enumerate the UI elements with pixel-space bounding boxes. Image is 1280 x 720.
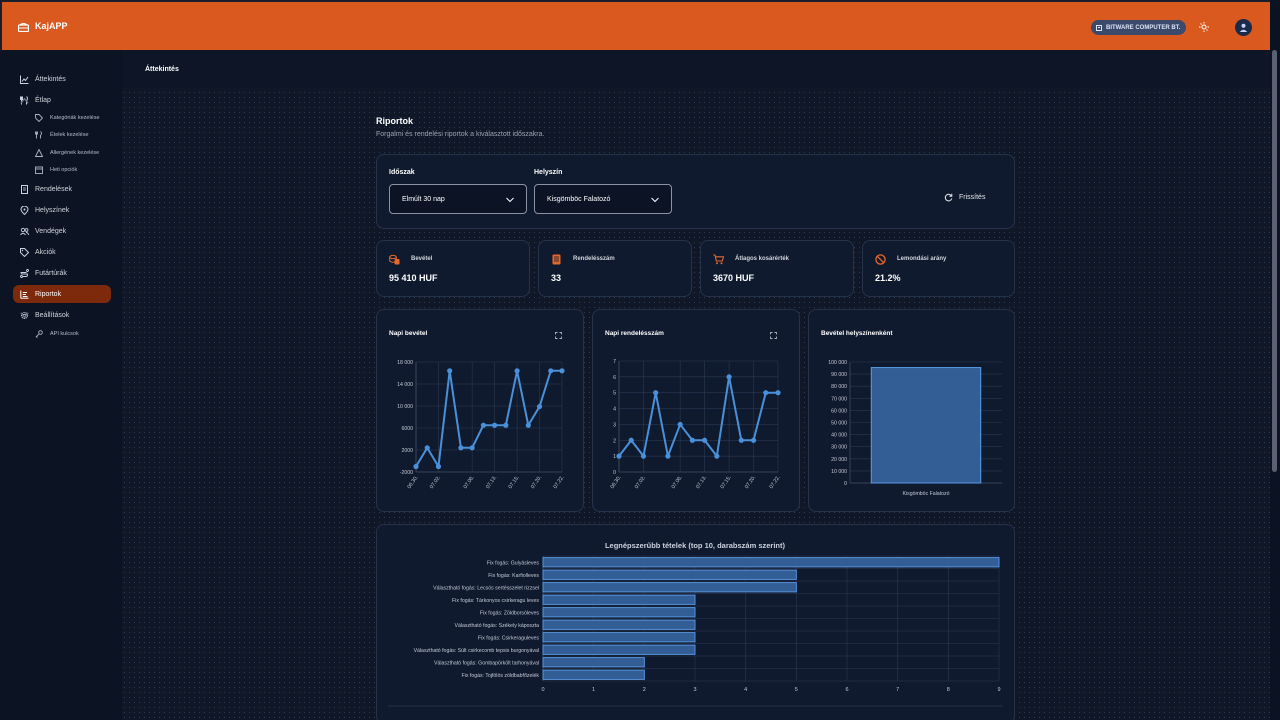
- expand-icon[interactable]: [555, 332, 562, 339]
- warning-icon: [35, 149, 43, 157]
- key-icon: [35, 330, 43, 338]
- sidebar-item-locations[interactable]: Helyszínek: [13, 201, 111, 219]
- location-select[interactable]: Kisgömböc Falatozó: [534, 184, 672, 214]
- chart-title: Bevétel helyszínenként: [821, 330, 893, 337]
- location-label: Helyszín: [534, 169, 563, 176]
- sidebar-item-label: Áttekintés: [35, 75, 66, 83]
- sidebar-item-label: Kategóriák kezelése: [50, 115, 100, 121]
- company-name: BITWARE COMPUTER BT.: [1106, 24, 1181, 31]
- revenue-by-location-card: Bevétel helyszínenként: [808, 309, 1015, 512]
- sidebar-item-label: Ételek kezelése: [50, 132, 89, 138]
- kpi-value: 95 410 HUF: [389, 273, 438, 283]
- sidebar-item-label: Rendelések: [35, 185, 72, 193]
- sidebar-item-label: Futártúrák: [35, 269, 67, 277]
- user-icon: [1239, 23, 1248, 32]
- kpi-card-avg-basket: Átlagos kosárérték 3670 HUF: [700, 240, 854, 297]
- chevron-down-icon: [651, 197, 659, 203]
- sidebar-item-dishes[interactable]: Ételek kezelése: [13, 126, 111, 144]
- app-title[interactable]: KajAPP: [35, 21, 68, 31]
- chevron-down-icon: [20, 312, 29, 319]
- daily-orders-card: Napi rendelésszám: [592, 309, 800, 512]
- kpi-card-cancellation-rate: Lemondási arány 21.2%: [862, 240, 1015, 297]
- building-icon: [1096, 24, 1102, 31]
- period-value: Elmúlt 30 nap: [402, 195, 445, 203]
- sidebar-item-reports[interactable]: Riportok: [13, 285, 111, 303]
- sidebar-item-menu[interactable]: Étlap: [13, 91, 111, 109]
- theme-toggle-icon[interactable]: [1199, 22, 1209, 32]
- sidebar: Áttekintés Étlap Kategóriák kezelése Éte…: [0, 50, 122, 720]
- chevron-up-icon: [20, 97, 29, 104]
- kpi-label: Rendelésszám: [573, 256, 615, 262]
- chart-icon: [20, 75, 29, 84]
- food-box-icon: [18, 22, 29, 32]
- sidebar-item-label: Helyszínek: [35, 206, 70, 214]
- kpi-value: 3670 HUF: [713, 273, 755, 283]
- sidebar-item-api-keys[interactable]: API kulcsok: [13, 325, 111, 343]
- top-bar: KajAPP BITWARE COMPUTER BT.: [0, 0, 1270, 50]
- sidebar-item-label: Beállítások: [35, 311, 70, 319]
- kpi-card-orders: Rendelésszám 33: [538, 240, 692, 297]
- refresh-button[interactable]: Frissítés: [944, 193, 985, 202]
- content-header: Áttekintés: [122, 50, 1270, 88]
- coins-icon: [389, 254, 400, 265]
- sidebar-item-orders[interactable]: Rendelések: [13, 180, 111, 198]
- chevron-down-icon: [506, 197, 514, 203]
- tag-icon: [35, 114, 43, 122]
- kpi-label: Bevétel: [411, 256, 433, 262]
- refresh-label: Frissítés: [959, 194, 986, 201]
- location-value: Kisgömböc Falatozó: [547, 195, 611, 203]
- calendar-icon: [35, 166, 43, 174]
- chart-title: Napi rendelésszám: [605, 330, 664, 337]
- utensils-icon: [35, 131, 42, 139]
- company-badge[interactable]: BITWARE COMPUTER BT.: [1091, 20, 1187, 35]
- kpi-value: 21.2%: [875, 273, 901, 283]
- report-icon: [20, 290, 29, 299]
- receipt-icon: [21, 185, 28, 194]
- sidebar-item-settings[interactable]: Beállítások: [13, 306, 111, 324]
- tag-icon: [20, 248, 29, 257]
- refresh-icon: [944, 193, 953, 202]
- sidebar-item-guests[interactable]: Vendégek: [13, 222, 111, 240]
- ban-icon: [875, 254, 886, 265]
- receipt-icon: [552, 254, 561, 265]
- kpi-label: Átlagos kosárérték: [735, 256, 790, 262]
- map-pin-icon: [20, 206, 29, 215]
- page-subtitle: Forgalmi és rendelési riportok a kiválas…: [376, 131, 545, 138]
- expand-icon[interactable]: [770, 332, 777, 339]
- cart-icon: [713, 254, 724, 265]
- sidebar-item-categories[interactable]: Kategóriák kezelése: [13, 109, 111, 127]
- sidebar-item-label: Étlap: [35, 96, 51, 104]
- sidebar-item-label: Vendégek: [35, 227, 67, 235]
- period-select[interactable]: Elmúlt 30 nap: [389, 184, 527, 214]
- page-title: Riportok: [376, 116, 413, 126]
- sidebar-item-allergens[interactable]: Allergének kezelése: [13, 144, 111, 162]
- route-icon: [20, 269, 29, 278]
- top-items-card: [376, 524, 1015, 720]
- user-avatar[interactable]: [1235, 19, 1252, 36]
- sidebar-item-label: Akciók: [35, 248, 56, 256]
- kpi-label: Lemondási arány: [897, 256, 947, 262]
- kpi-card-revenue: Bevétel 95 410 HUF: [376, 240, 530, 297]
- sidebar-item-overview[interactable]: Áttekintés: [13, 70, 111, 88]
- sidebar-item-label: API kulcsok: [50, 331, 79, 337]
- chart-title: Napi bevétel: [389, 330, 428, 337]
- daily-revenue-card: Napi bevétel: [376, 309, 584, 512]
- users-icon: [20, 227, 29, 236]
- sidebar-item-weekly-options[interactable]: Heti opciók: [13, 161, 111, 179]
- breadcrumb: Áttekintés: [145, 66, 179, 73]
- scrollbar[interactable]: [1272, 50, 1277, 472]
- sidebar-item-label: Allergének kezelése: [50, 150, 100, 156]
- sidebar-item-label: Riportok: [35, 290, 62, 298]
- kpi-value: 33: [551, 273, 562, 283]
- sidebar-item-courier-routes[interactable]: Futártúrák: [13, 264, 111, 282]
- period-label: Időszak: [389, 169, 415, 176]
- sidebar-item-label: Heti opciók: [50, 167, 78, 173]
- sidebar-item-promotions[interactable]: Akciók: [13, 243, 111, 261]
